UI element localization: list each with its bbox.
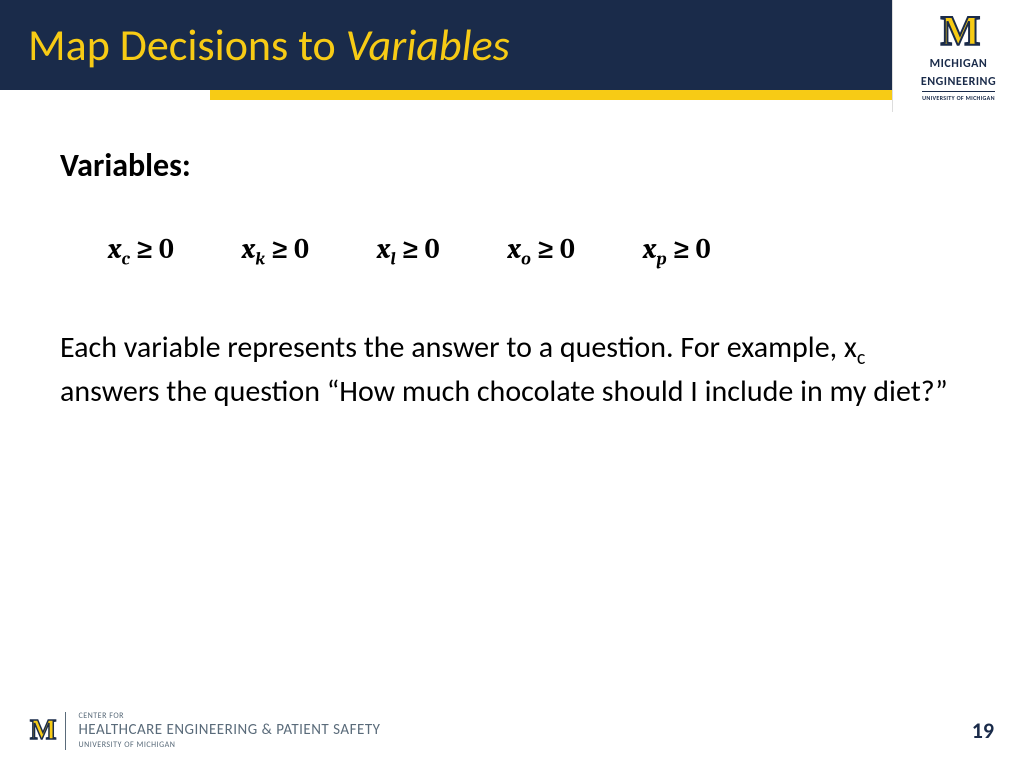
footer-line1: CENTER FOR <box>78 711 380 721</box>
footer: M CENTER FOR HEALTHCARE ENGINEERING & PA… <box>0 711 1024 750</box>
constraint-item: xp ≥ 0 <box>643 233 711 270</box>
title-text-2-italic: Variables <box>346 18 510 72</box>
footer-logo: M CENTER FOR HEALTHCARE ENGINEERING & PA… <box>30 711 380 750</box>
constraint-item: xc ≥ 0 <box>108 233 174 270</box>
body-text-after: answers the question “How much chocolate… <box>60 373 948 410</box>
body-paragraph: Each variable represents the answer to a… <box>60 328 964 413</box>
footer-divider <box>65 712 66 750</box>
footer-line2: HEALTHCARE ENGINEERING & PATIENT SAFETY <box>78 721 380 739</box>
header-logo-box: M MICHIGAN ENGINEERING UNIVERSITY OF MIC… <box>892 0 1024 112</box>
constraints-row: xc ≥ 0 xk ≥ 0 xl ≥ 0 xo ≥ 0 xp ≥ 0 <box>60 233 964 270</box>
body-text-before: Each variable represents the answer to a… <box>60 329 857 366</box>
header-bar: Map Decisions to Variables M MICHIGAN EN… <box>0 0 1024 90</box>
slide-title: Map Decisions to Variables <box>0 18 510 72</box>
block-m-small-icon: M <box>30 717 53 745</box>
body-text-sub: c <box>857 346 865 370</box>
block-m-icon: M <box>941 11 977 53</box>
footer-text-block: CENTER FOR HEALTHCARE ENGINEERING & PATI… <box>78 711 380 750</box>
slide-content: Variables: xc ≥ 0 xk ≥ 0 xl ≥ 0 xo ≥ 0 x… <box>0 90 1024 412</box>
section-heading: Variables: <box>60 146 964 185</box>
constraint-item: xk ≥ 0 <box>242 233 309 270</box>
logo-line2: ENGINEERING <box>921 75 996 89</box>
page-number: 19 <box>972 717 994 744</box>
constraint-item: xl ≥ 0 <box>377 233 440 270</box>
title-text-1: Map Decisions to <box>28 18 346 72</box>
constraint-item: xo ≥ 0 <box>508 233 575 270</box>
footer-line3: UNIVERSITY OF MICHIGAN <box>78 740 380 750</box>
logo-line1: MICHIGAN <box>930 57 988 71</box>
logo-line3: UNIVERSITY OF MICHIGAN <box>922 91 995 102</box>
